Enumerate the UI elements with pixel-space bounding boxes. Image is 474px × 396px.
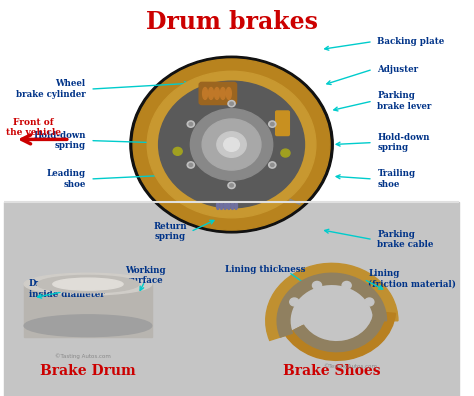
Ellipse shape (231, 202, 234, 209)
Wedge shape (294, 312, 385, 352)
Bar (4, 0, 459, 202)
Circle shape (187, 121, 194, 127)
Ellipse shape (220, 88, 226, 99)
Ellipse shape (209, 88, 214, 99)
Wedge shape (285, 312, 395, 360)
Circle shape (312, 282, 321, 289)
Text: ©TestingAutos.com: ©TestingAutos.com (323, 364, 377, 369)
Text: Brake Shoes: Brake Shoes (283, 364, 381, 379)
Ellipse shape (226, 88, 231, 99)
Text: Working
surface: Working surface (125, 266, 165, 285)
Circle shape (230, 102, 233, 105)
Text: Wheel
brake cylinder: Wheel brake cylinder (16, 80, 86, 99)
Text: Lining
(friction material): Lining (friction material) (368, 270, 456, 289)
Circle shape (228, 182, 235, 188)
Circle shape (230, 184, 233, 187)
Circle shape (342, 282, 351, 289)
Text: Parking
brake cable: Parking brake cable (377, 230, 434, 249)
Text: Brake Drum: Brake Drum (40, 364, 136, 379)
Wedge shape (277, 273, 386, 337)
Circle shape (290, 298, 299, 306)
Text: Trailing
shoe: Trailing shoe (377, 169, 416, 188)
Circle shape (189, 164, 192, 167)
Ellipse shape (220, 202, 223, 209)
Circle shape (133, 59, 330, 230)
Bar (24, 284, 152, 337)
Text: ©TestingAutos.com: ©TestingAutos.com (201, 200, 263, 206)
Text: Drum
inside diameter: Drum inside diameter (29, 280, 104, 299)
Ellipse shape (224, 202, 227, 209)
Circle shape (202, 119, 261, 170)
Circle shape (189, 122, 192, 126)
Bar (4, 202, 459, 396)
Circle shape (224, 138, 239, 151)
Ellipse shape (24, 315, 152, 337)
Circle shape (271, 164, 274, 167)
Wedge shape (266, 263, 398, 341)
Text: Lining thickness: Lining thickness (226, 265, 306, 274)
Text: Front of
the vehicle: Front of the vehicle (6, 118, 61, 137)
Text: Return
spring: Return spring (153, 222, 187, 241)
Circle shape (228, 101, 235, 107)
Circle shape (271, 122, 274, 126)
Text: ©TestingAutos.com: ©TestingAutos.com (201, 192, 263, 198)
Circle shape (269, 121, 276, 127)
Circle shape (281, 149, 290, 157)
Circle shape (173, 147, 182, 155)
Circle shape (159, 81, 304, 208)
FancyBboxPatch shape (199, 82, 237, 105)
Text: Adjuster: Adjuster (377, 65, 419, 74)
Circle shape (130, 56, 333, 233)
Ellipse shape (53, 278, 123, 290)
Circle shape (191, 109, 273, 180)
Text: Parking
brake lever: Parking brake lever (377, 91, 432, 110)
Text: Hold-down
spring: Hold-down spring (377, 133, 430, 152)
Ellipse shape (24, 273, 152, 295)
Circle shape (269, 162, 276, 168)
Ellipse shape (235, 202, 237, 209)
Ellipse shape (202, 88, 208, 99)
Text: Hold-down
spring: Hold-down spring (33, 131, 86, 150)
FancyBboxPatch shape (276, 111, 289, 135)
Ellipse shape (217, 202, 219, 209)
Ellipse shape (214, 88, 219, 99)
Text: ©Tasting Autos.com: ©Tasting Autos.com (55, 354, 111, 359)
Circle shape (147, 71, 316, 218)
Circle shape (365, 298, 374, 306)
Text: Leading
shoe: Leading shoe (46, 169, 86, 188)
Circle shape (217, 132, 246, 157)
Text: Drum brakes: Drum brakes (146, 10, 318, 34)
Circle shape (187, 162, 194, 168)
Ellipse shape (37, 276, 139, 293)
Text: Backing plate: Backing plate (377, 37, 445, 46)
Ellipse shape (228, 202, 230, 209)
